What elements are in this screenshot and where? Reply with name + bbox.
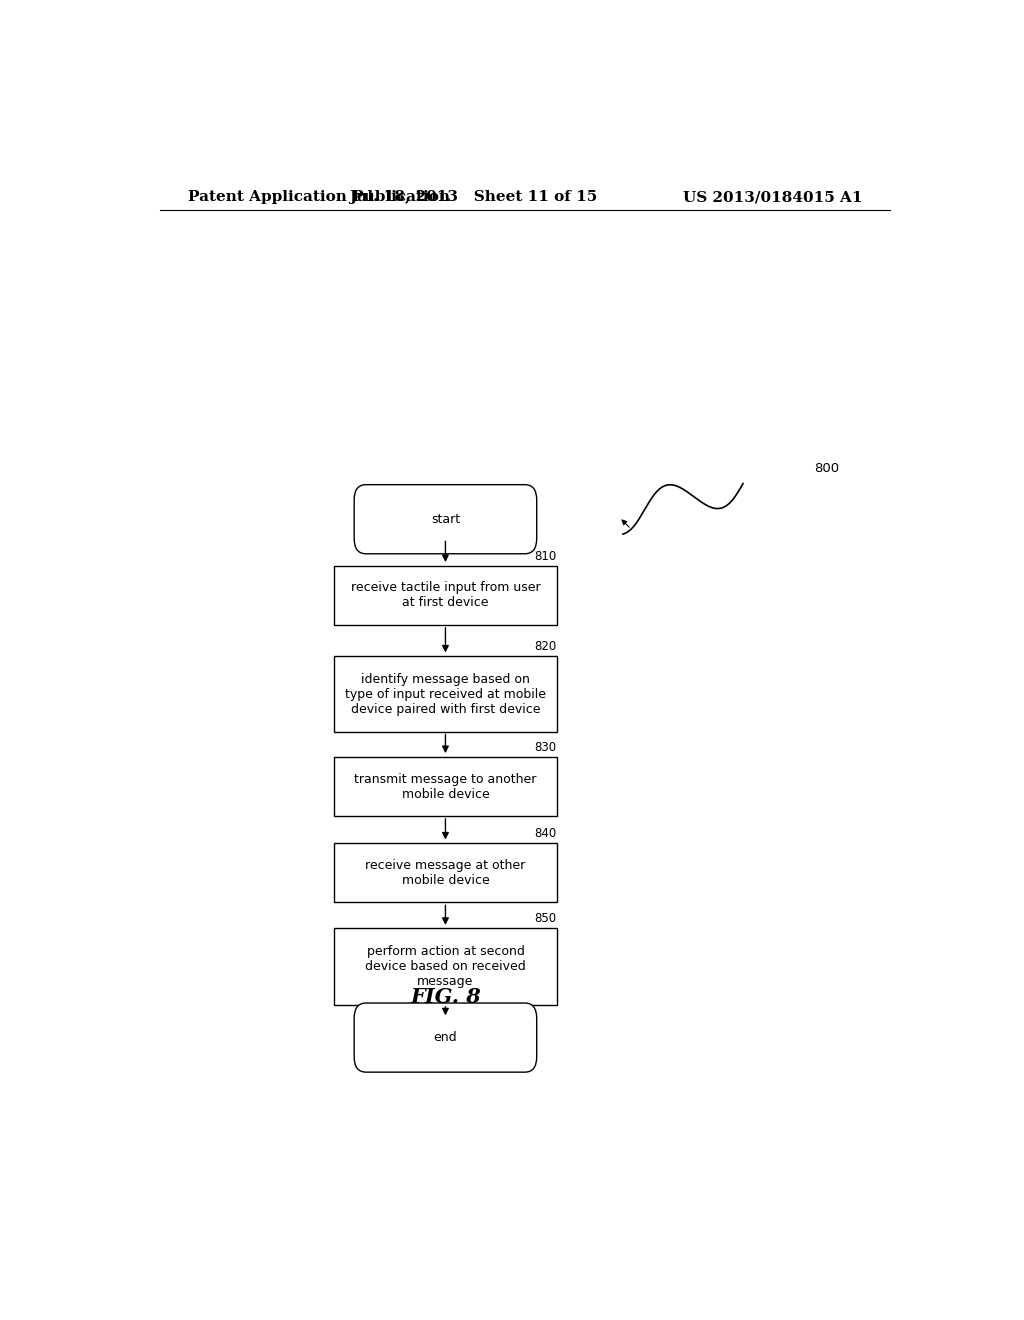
Text: 810: 810	[535, 550, 557, 562]
Text: receive tactile input from user
at first device: receive tactile input from user at first…	[350, 581, 541, 610]
Text: US 2013/0184015 A1: US 2013/0184015 A1	[683, 190, 862, 205]
Text: transmit message to another
mobile device: transmit message to another mobile devic…	[354, 772, 537, 800]
Text: end: end	[433, 1031, 458, 1044]
Text: Jul. 18, 2013   Sheet 11 of 15: Jul. 18, 2013 Sheet 11 of 15	[349, 190, 597, 205]
Text: 840: 840	[535, 828, 557, 841]
Text: 820: 820	[535, 640, 557, 653]
Bar	[334, 928, 557, 1005]
Text: identify message based on
type of input received at mobile
device paired with fi: identify message based on type of input …	[345, 673, 546, 715]
Text: 830: 830	[535, 741, 557, 754]
Text: Patent Application Publication: Patent Application Publication	[187, 190, 450, 205]
FancyBboxPatch shape	[354, 484, 537, 554]
Text: receive message at other
mobile device: receive message at other mobile device	[366, 859, 525, 887]
Bar	[334, 758, 557, 816]
Bar	[334, 656, 557, 733]
FancyBboxPatch shape	[354, 1003, 537, 1072]
Text: 850: 850	[535, 912, 557, 925]
Bar	[334, 566, 557, 624]
Text: start: start	[431, 512, 460, 525]
Text: 800: 800	[814, 462, 840, 475]
Bar	[334, 843, 557, 903]
Text: perform action at second
device based on received
message: perform action at second device based on…	[366, 945, 525, 987]
Text: FIG. 8: FIG. 8	[410, 987, 481, 1007]
